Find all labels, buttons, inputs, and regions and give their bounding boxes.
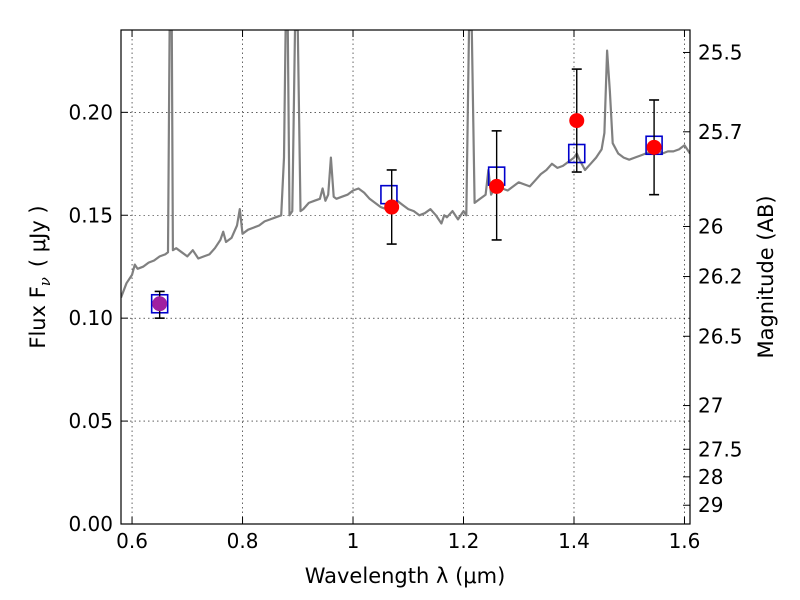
y2-axis: 25.5 25.7 26 26.2 26.5 27 27.5 28 29 — [683, 40, 743, 517]
observed-point — [569, 113, 585, 129]
y-tick-label: 0.20 — [68, 100, 113, 124]
observed-point — [646, 139, 662, 155]
y-axis-label: Flux Fν ( μJy ) — [26, 205, 54, 348]
x-tick-label: 1.2 — [448, 529, 480, 553]
y2-tick-label: 26.5 — [698, 324, 743, 348]
y-tick-label: 0.10 — [68, 306, 113, 330]
observed-point — [384, 199, 400, 215]
x-tick-label: 0.8 — [227, 529, 259, 553]
x-tick-label: 1.4 — [558, 529, 590, 553]
y-tick-label: 0.15 — [68, 203, 113, 227]
x-axis: 0.6 0.8 1 1.2 1.4 1.6 — [116, 30, 700, 553]
y2-tick-label: 27.5 — [698, 437, 743, 461]
y2-axis-label: Magnitude (AB) — [754, 195, 778, 358]
y2-tick-label: 27 — [698, 394, 723, 418]
y2-tick-label: 28 — [698, 465, 723, 489]
x-tick-label: 1 — [347, 529, 360, 553]
y2-tick-label: 25.5 — [698, 40, 743, 64]
y-tick-label: 0.05 — [68, 409, 113, 433]
y2-tick-label: 26.2 — [698, 265, 743, 289]
y-axis-label-text: Flux F — [26, 286, 50, 348]
x-axis-label: Wavelength λ (μm) — [305, 564, 506, 588]
x-tick-label: 0.6 — [116, 529, 148, 553]
x-tick-label: 1.6 — [669, 529, 701, 553]
y-axis-label-unit: ( μJy ) — [26, 205, 50, 267]
observed-point — [489, 178, 505, 194]
observed-points-layer — [152, 113, 662, 312]
y-axis: 0.00 0.05 0.10 0.15 0.20 — [68, 100, 128, 536]
y2-tick-label: 26 — [698, 214, 723, 238]
y-tick-label: 0.00 — [68, 512, 113, 536]
observed-point — [152, 296, 168, 312]
y2-tick-label: 25.7 — [698, 120, 743, 144]
y2-tick-label: 29 — [698, 493, 723, 517]
y-axis-label-subscript: ν — [36, 277, 54, 286]
